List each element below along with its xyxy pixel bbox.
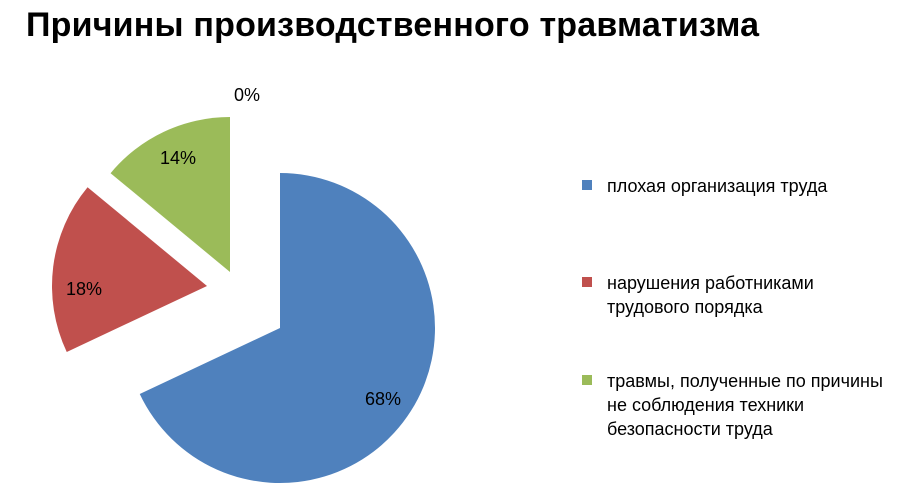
chart-title: Причины производственного травматизма bbox=[26, 6, 760, 44]
legend-label-safety-violations: травмы, полученные по причины не соблюде… bbox=[607, 371, 883, 439]
pie-slice-poor-organization bbox=[139, 173, 435, 483]
pie-slice-discipline-violations bbox=[51, 187, 207, 352]
legend-label-poor-organization: плохая организация труда bbox=[607, 176, 828, 196]
legend-label-discipline-violations: нарушения работниками трудового порядка bbox=[607, 273, 814, 317]
legend-swatch-discipline-violations bbox=[582, 277, 592, 287]
pie-slice-safety-violations bbox=[110, 117, 230, 272]
chart-legend: плохая организация труда нарушения работ… bbox=[580, 0, 900, 502]
pie-label-14: 14% bbox=[160, 148, 196, 168]
legend-swatch-safety-violations bbox=[582, 375, 592, 385]
pie-label-68: 68% bbox=[365, 389, 401, 409]
legend-swatch-poor-organization bbox=[582, 180, 592, 190]
pie-label-18: 18% bbox=[66, 279, 102, 299]
pie-label-0: 0% bbox=[234, 85, 260, 105]
